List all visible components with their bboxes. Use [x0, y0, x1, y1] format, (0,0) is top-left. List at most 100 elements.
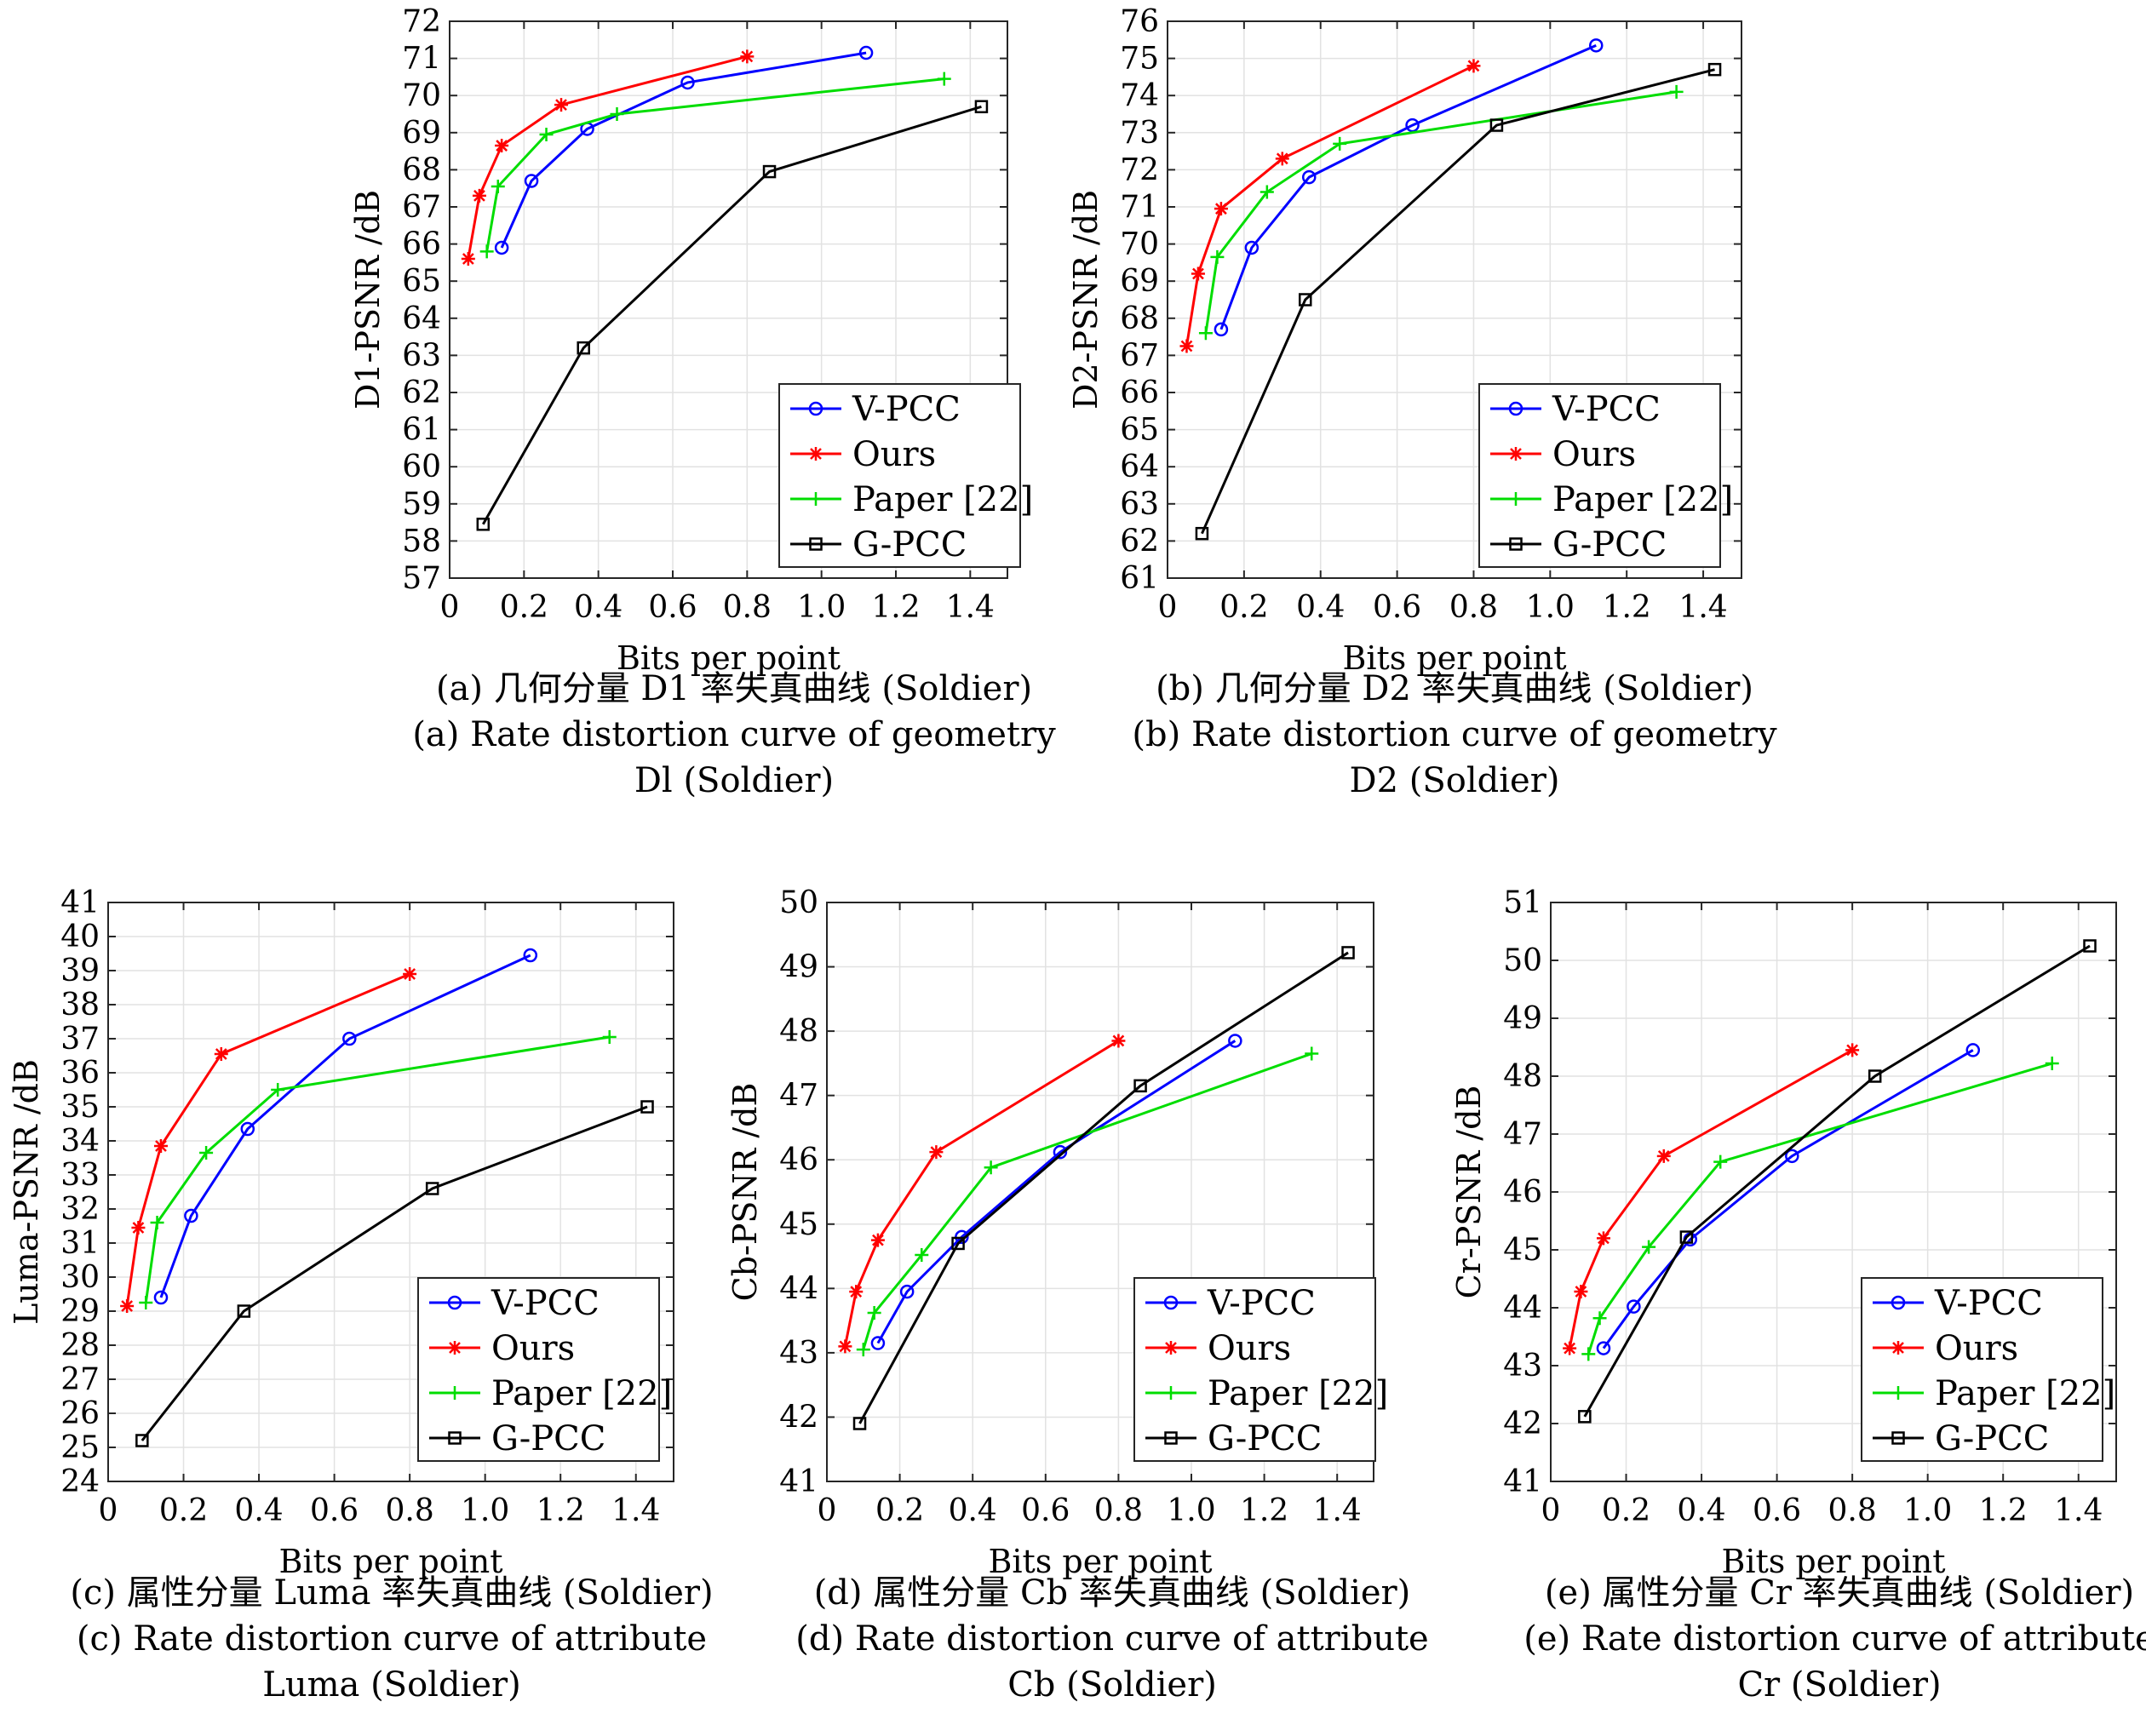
y-axis-label: Luma-PSNR /dB [8, 1059, 45, 1325]
y-tick-label: 41 [1503, 1464, 1542, 1499]
y-tick-label: 45 [1503, 1233, 1542, 1268]
x-axis-label: Bits per point [1342, 639, 1566, 677]
x-tick-label: 0.2 [875, 1493, 924, 1528]
y-tick-label: 48 [779, 1014, 818, 1049]
data-point [762, 164, 777, 179]
y-tick-label: 59 [402, 487, 441, 522]
y-tick-label: 34 [60, 1124, 100, 1159]
x-tick-label: 1.0 [797, 590, 846, 625]
y-tick-label: 72 [402, 4, 441, 39]
x-tick-label: 1.0 [1167, 1493, 1215, 1528]
y-tick-label: 70 [402, 78, 441, 113]
y-tick-label: 27 [60, 1362, 100, 1397]
caption-en: (b) Rate distortion curve of geometry [1132, 715, 1777, 754]
y-tick-label: 66 [1120, 375, 1159, 410]
x-tick-label: 0.6 [310, 1493, 359, 1528]
legend-label: G-PCC [491, 1419, 605, 1458]
x-tick-label: 0.4 [1296, 590, 1345, 625]
series-line [1583, 944, 2091, 1418]
series-ours [1563, 1043, 1860, 1355]
panel-caption: (a) 几何分量 D1 率失真曲线 (Soldier) (a) Rate dist… [376, 666, 1092, 804]
chart-panel-2: 0 0.2 0.4 0.6 0.8 1.0 1.2 1.4 616263646566676869… [1067, 4, 1742, 677]
y-tick-label: 51 [1503, 885, 1542, 920]
series-line [125, 972, 410, 1307]
data-point [1596, 1341, 1611, 1355]
series-paper-22 [479, 72, 951, 259]
caption-en: Cb (Soldier) [1007, 1665, 1217, 1704]
y-tick-label: 26 [60, 1396, 100, 1431]
data-point [131, 1221, 146, 1235]
y-tick-label: 72 [1120, 152, 1159, 187]
data-point [237, 1304, 251, 1318]
data-point [1111, 1034, 1126, 1048]
x-tick-label: 0.2 [159, 1493, 208, 1528]
legend-marker [1164, 1386, 1178, 1400]
x-tick-label: 0 [818, 1493, 837, 1528]
series-g-pcc [1578, 939, 2097, 1424]
x-tick-label: 0.8 [386, 1493, 434, 1528]
data-point [1228, 1034, 1242, 1048]
series-paper-22 [856, 1046, 1319, 1357]
y-tick-label: 44 [779, 1271, 818, 1306]
data-point [984, 1160, 998, 1175]
legend-marker [808, 401, 823, 416]
legend: V-PCC Ours Paper [22] G-PCC [1861, 1277, 2115, 1462]
data-point [915, 1248, 929, 1263]
legend-label: Paper [22] [491, 1374, 672, 1413]
data-point [1275, 152, 1289, 166]
y-tick-label: 65 [1120, 413, 1159, 448]
legend-label: Paper [22] [852, 480, 1033, 519]
legend-marker [1164, 1341, 1178, 1355]
y-tick-label: 31 [60, 1226, 100, 1261]
x-axis-label: Bits per point [1721, 1543, 1945, 1580]
legend-label: V-PCC [1552, 390, 1661, 429]
data-point [1259, 185, 1274, 199]
y-tick-label: 64 [1120, 450, 1159, 484]
legend-label: G-PCC [1208, 1419, 1322, 1458]
data-point [1305, 1046, 1319, 1061]
caption-cn: (b) 几何分量 D2 率失真曲线 (Soldier) [1156, 669, 1753, 708]
caption-en: Cr (Soldier) [1737, 1665, 1942, 1704]
data-point [1642, 1240, 1656, 1254]
data-point [342, 1031, 357, 1046]
data-point [461, 252, 475, 266]
data-point [1466, 59, 1481, 73]
data-point [1302, 169, 1317, 185]
plot-frame [826, 902, 1374, 1482]
data-point [214, 1047, 228, 1061]
y-tick-label: 62 [402, 375, 441, 410]
data-point [1405, 117, 1420, 133]
data-point [472, 188, 486, 203]
data-point [523, 948, 538, 963]
plot-frame [449, 20, 1008, 579]
legend-label: Paper [22] [1208, 1374, 1388, 1413]
series-ours [461, 49, 755, 266]
y-tick-label: 61 [1120, 561, 1159, 596]
legend-label: G-PCC [852, 525, 967, 564]
x-tick-label: 0.4 [234, 1493, 283, 1528]
data-point [1191, 266, 1205, 281]
legend-marker [1509, 492, 1523, 506]
caption-cn: (c) 属性分量 Luma 率失真曲线 (Soldier) [70, 1573, 714, 1613]
x-tick-label: 0.8 [1094, 1493, 1143, 1528]
data-point [740, 49, 755, 64]
y-tick-label: 68 [1120, 301, 1159, 336]
x-tick-label: 1.4 [946, 590, 995, 625]
data-point [1785, 1149, 1799, 1164]
data-point [1965, 1043, 1981, 1057]
series-paper-22 [139, 1030, 617, 1309]
caption-en: (c) Rate distortion curve of attribute [76, 1619, 708, 1659]
x-tick-label: 1.2 [1240, 1493, 1288, 1528]
data-point [425, 1182, 439, 1195]
panel-caption: (e) 属性分量 Cr 率失真曲线 (Soldier) (e) Rate dist… [1482, 1570, 2146, 1708]
data-point [199, 1146, 214, 1160]
panel-caption: (d) 属性分量 Cb 率失真曲线 (Soldier) (d) Rate dist… [755, 1570, 1470, 1708]
x-tick-label: 0.8 [1449, 590, 1498, 625]
legend-label: V-PCC [1934, 1284, 2043, 1323]
series-g-pcc [476, 100, 989, 531]
series-paper-22 [1198, 84, 1684, 341]
legend-marker [448, 1341, 462, 1355]
y-tick-label: 30 [60, 1260, 100, 1295]
caption-en: Luma (Soldier) [262, 1665, 521, 1704]
